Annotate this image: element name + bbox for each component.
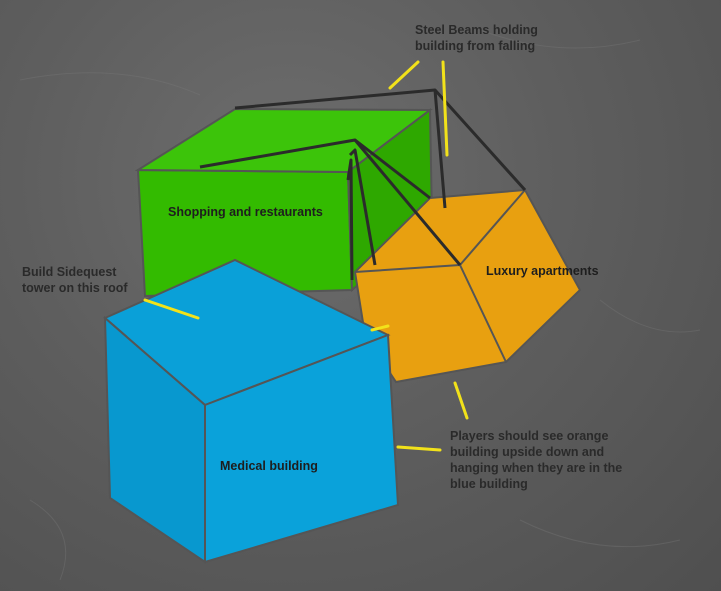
sidequest-label-line1: Build Sidequest [22,265,117,279]
steel-beam-4 [346,158,354,281]
shopping-label: Shopping and restaurants [168,205,323,219]
steel-beam-6 [354,138,431,200]
blue-building-right-face [204,333,400,564]
players-label-line3: hanging when they are in the [450,461,623,475]
steel-beams-label-line1: Steel Beams holding [415,23,538,37]
callout-line-sidequest [143,298,200,320]
players-label-line4: blue building [450,477,528,491]
blue-building [103,258,400,564]
players-label-line2: building upside down and [450,445,605,459]
orange-edge-3 [459,264,507,363]
callout-line-steel-1 [388,60,420,90]
background-texture [19,29,701,581]
luxury-label: Luxury apartments [486,264,599,278]
steel-beam-3 [348,148,377,266]
steel-beams [199,88,527,281]
callout-line-blue [396,445,442,452]
orange-edge-2 [459,189,526,266]
medical-label: Medical building [220,459,318,473]
players-label-line1: Players should see orange [450,429,609,443]
steel-beam-5 [433,89,447,209]
steel-beams-label-line2: building from falling [415,39,536,53]
callout-line-steel-2 [441,60,449,157]
orange-edge-1 [354,264,461,273]
callout-lines [143,60,469,452]
callout-line-orange [453,381,469,420]
sidequest-label-line2: tower on this roof [22,281,128,295]
callout-line-junction [370,324,390,332]
